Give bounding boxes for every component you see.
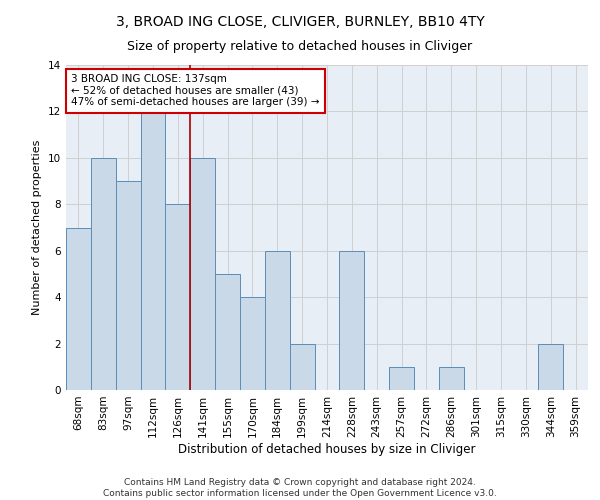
- Text: Contains HM Land Registry data © Crown copyright and database right 2024.
Contai: Contains HM Land Registry data © Crown c…: [103, 478, 497, 498]
- Bar: [538, 344, 563, 390]
- Bar: [190, 158, 215, 390]
- X-axis label: Distribution of detached houses by size in Cliviger: Distribution of detached houses by size …: [178, 442, 476, 456]
- Y-axis label: Number of detached properties: Number of detached properties: [32, 140, 43, 315]
- Bar: [91, 158, 116, 390]
- Bar: [215, 274, 240, 390]
- Bar: [439, 367, 464, 390]
- Text: 3, BROAD ING CLOSE, CLIVIGER, BURNLEY, BB10 4TY: 3, BROAD ING CLOSE, CLIVIGER, BURNLEY, B…: [116, 15, 484, 29]
- Bar: [389, 367, 414, 390]
- Text: 3 BROAD ING CLOSE: 137sqm
← 52% of detached houses are smaller (43)
47% of semi-: 3 BROAD ING CLOSE: 137sqm ← 52% of detac…: [71, 74, 319, 108]
- Bar: [166, 204, 190, 390]
- Bar: [240, 297, 265, 390]
- Bar: [66, 228, 91, 390]
- Bar: [290, 344, 314, 390]
- Bar: [140, 112, 166, 390]
- Text: Size of property relative to detached houses in Cliviger: Size of property relative to detached ho…: [127, 40, 473, 53]
- Bar: [265, 250, 290, 390]
- Bar: [340, 250, 364, 390]
- Bar: [116, 181, 140, 390]
